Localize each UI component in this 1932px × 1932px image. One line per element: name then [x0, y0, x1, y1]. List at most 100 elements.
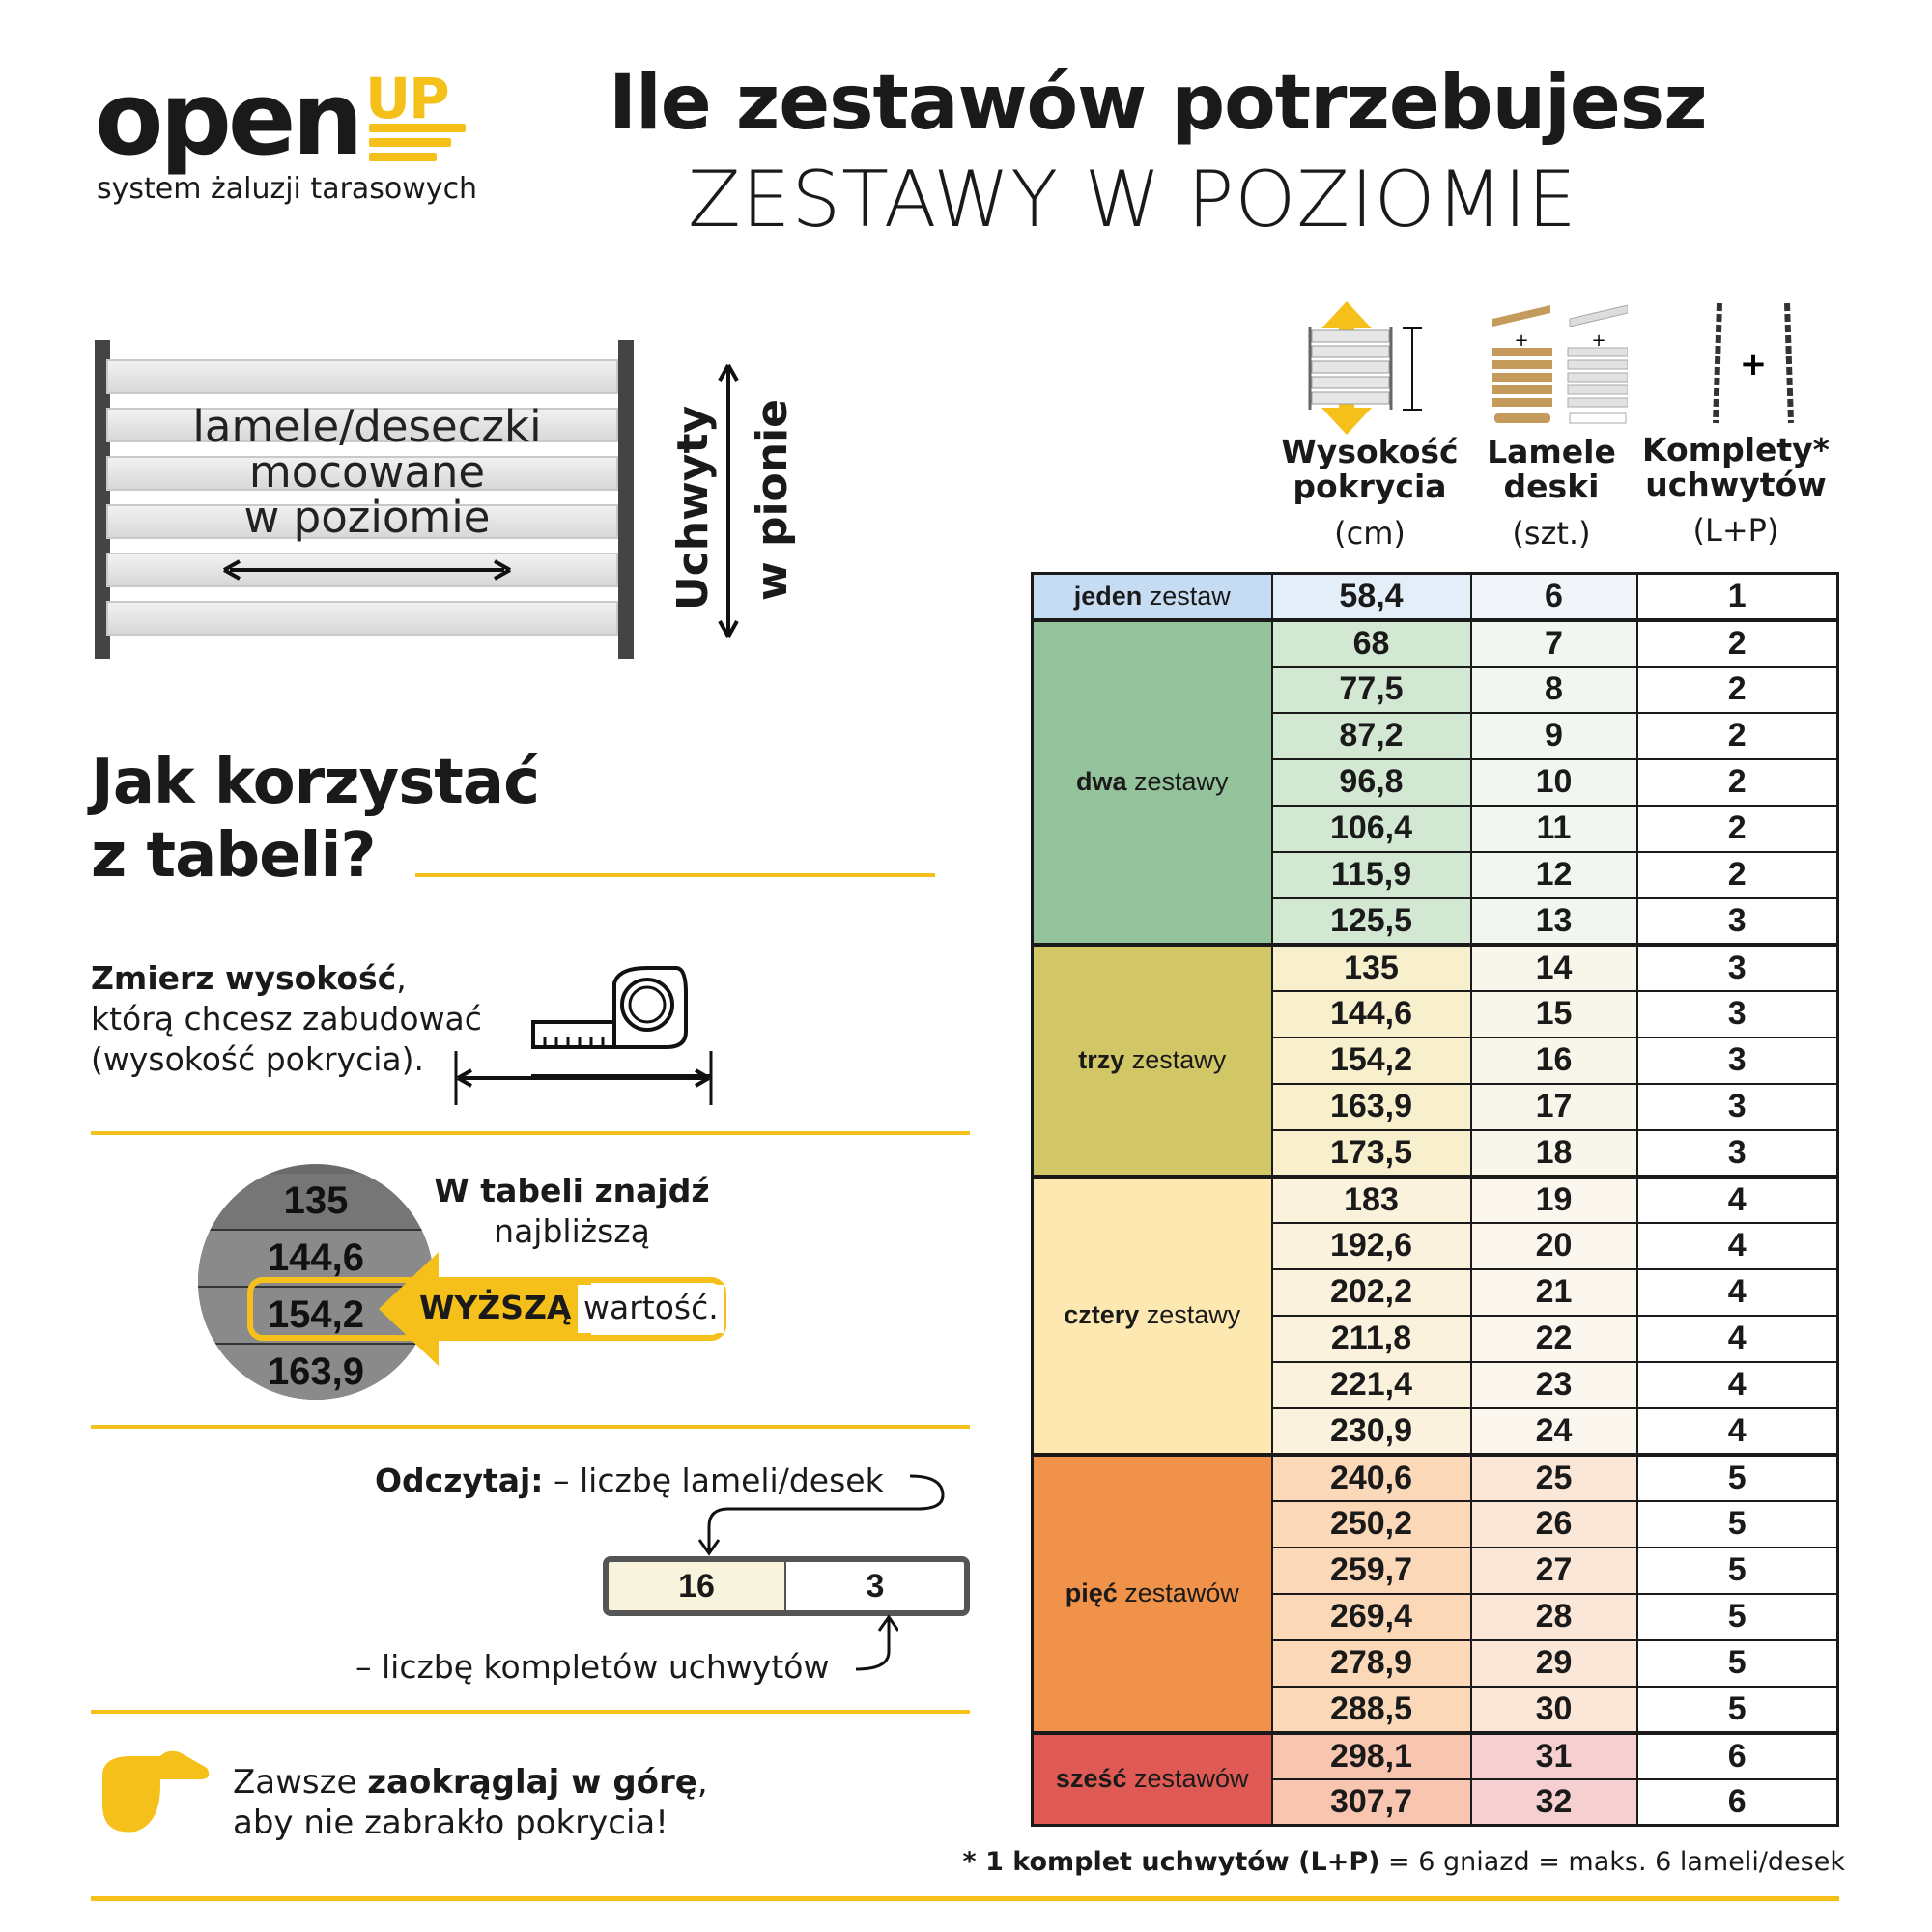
logo-tagline: system żaluzji tarasowych	[97, 172, 478, 206]
page-title: Ile zestawów potrzebujesz	[609, 60, 1708, 147]
slats-cell: 24	[1469, 1406, 1638, 1456]
slats-cell: 11	[1469, 804, 1638, 853]
holders-cell: 2	[1635, 711, 1839, 760]
height-cell: 211,8	[1270, 1314, 1472, 1363]
yellow-arrow-icon	[379, 1252, 591, 1366]
group-label: cztery zestawy	[1031, 1175, 1273, 1456]
horizontal-arrow-icon	[223, 559, 511, 581]
slats-cell: 7	[1469, 618, 1638, 668]
table-row: dwa zestawy 68 7 2	[1031, 618, 1839, 946]
slats-cell: 31	[1469, 1731, 1638, 1780]
step-read: Odczytaj: – liczbę lameli/desek	[375, 1461, 884, 1501]
holders-cell: 4	[1635, 1360, 1839, 1409]
group-label: dwa zestawy	[1031, 618, 1273, 946]
table-row: 115,9 12 2	[1033, 850, 1839, 899]
height-cell: 173,5	[1270, 1128, 1472, 1178]
height-cell: 125,5	[1270, 896, 1472, 946]
group-label: pięć zestawów	[1031, 1453, 1273, 1734]
holders-cell: 2	[1635, 757, 1839, 807]
step2-tail: wartość.	[578, 1285, 724, 1333]
holders-cell: 5	[1635, 1685, 1839, 1734]
slats-cell: 15	[1469, 989, 1638, 1038]
height-cell: 183	[1270, 1175, 1472, 1224]
holders-cell: 6	[1635, 1777, 1839, 1827]
height-cell: 192,6	[1270, 1221, 1472, 1270]
step1-bold: Zmierz wysokość	[91, 959, 397, 997]
logo-open-text: open	[95, 60, 363, 178]
howto-title-line: Jak korzystać	[91, 747, 540, 818]
step-find: W tabeli znajdź najbliższą	[427, 1171, 717, 1252]
height-cell: 307,7	[1270, 1777, 1472, 1827]
table-row: cztery zestawy 183 19 4	[1031, 1175, 1839, 1456]
height-cell: 68	[1270, 618, 1472, 668]
table-row: 230,9 24 4	[1033, 1406, 1839, 1456]
svg-text:+: +	[1514, 330, 1528, 351]
sets-table: jeden zestaw 58,4 6 1 dwa zestawy 68 7 2 77,5 8 2 8…	[1031, 572, 1839, 1827]
table-row: trzy zestawy 135 14 3	[1031, 943, 1839, 1178]
page-subtitle: ZESTAWY W POZIOMIE	[688, 155, 1577, 244]
table-row: 192,6 20 4	[1033, 1221, 1839, 1270]
group-label-bold: sześć	[1055, 1764, 1127, 1794]
col-title: Komplety*	[1642, 431, 1830, 469]
col-header-height: Wysokość pokrycia	[1273, 435, 1466, 504]
slats-cell: 28	[1469, 1592, 1638, 1641]
example-value: 135	[198, 1174, 434, 1231]
vertical-label-1: Uchwyty	[668, 405, 718, 611]
slats-cell: 29	[1469, 1638, 1638, 1688]
col-header-holders: Komplety* uchwytów	[1639, 433, 1833, 502]
tip: Zawsze zaokrąglaj w górę, aby nie zabrak…	[233, 1762, 708, 1843]
group-label-rest: zestawy	[1139, 1300, 1241, 1329]
group-label-rest: zestaw	[1142, 581, 1231, 611]
slats-cell: 17	[1469, 1082, 1638, 1131]
col-unit: (szt.)	[1512, 515, 1591, 552]
example-result-box: 16 3	[603, 1556, 970, 1616]
height-arrows-icon	[1308, 301, 1422, 435]
slats-cell: 9	[1469, 711, 1638, 760]
slats-cell: 23	[1469, 1360, 1638, 1409]
table-row: 163,9 17 3	[1033, 1082, 1839, 1131]
holders-cell: 3	[1635, 1036, 1839, 1085]
group-label: sześć zestawów	[1031, 1731, 1273, 1827]
vertical-arrow-icon	[718, 364, 739, 638]
height-cell: 144,6	[1270, 989, 1472, 1038]
tip-text: Zawsze	[233, 1763, 368, 1802]
divider	[91, 1710, 970, 1714]
step-measure: Zmierz wysokość, którą chcesz zabudować …	[91, 958, 482, 1080]
tip-text: ,	[696, 1763, 708, 1802]
example-slats-count: 16	[609, 1562, 786, 1610]
col-title: Wysokość	[1281, 433, 1459, 470]
svg-text:+: +	[1740, 345, 1768, 384]
slats-cell: 30	[1469, 1685, 1638, 1734]
table-row: 106,4 11 2	[1033, 804, 1839, 853]
holders-cell: 2	[1635, 804, 1839, 853]
table-row: 154,2 16 3	[1033, 1036, 1839, 1085]
table-row: 173,5 18 3	[1033, 1128, 1839, 1178]
holders-cell: 3	[1635, 989, 1839, 1038]
holder-sets-icon: +	[1713, 302, 1794, 424]
holders-cell: 3	[1635, 1128, 1839, 1178]
slats-cell: 20	[1469, 1221, 1638, 1270]
slats-cell: 16	[1469, 1036, 1638, 1085]
divider	[91, 1425, 970, 1429]
svg-text:+: +	[1591, 330, 1605, 351]
table-row: 211,8 22 4	[1033, 1314, 1839, 1363]
group-label-bold: trzy	[1078, 1045, 1125, 1074]
divider	[415, 873, 935, 877]
tip-bold: zaokrąglaj w górę	[367, 1763, 697, 1802]
table-row: 269,4 28 5	[1033, 1592, 1839, 1641]
holders-cell: 4	[1635, 1314, 1839, 1363]
holders-cell: 4	[1635, 1221, 1839, 1270]
table-row: pięć zestawów 240,6 25 5	[1031, 1453, 1839, 1734]
height-cell: 106,4	[1270, 804, 1472, 853]
footnote-text: = 6 gniazd = maks. 6 lameli/desek	[1379, 1847, 1845, 1877]
slats-boards-icon: + +	[1492, 304, 1628, 424]
col-title: uchwytów	[1645, 466, 1827, 503]
slats-cell: 26	[1469, 1499, 1638, 1548]
table-row: sześć zestawów 298,1 31 6	[1031, 1731, 1839, 1827]
group-label-rest: zestawy	[1124, 1045, 1227, 1074]
height-cell: 135	[1270, 943, 1472, 992]
slats-cell: 13	[1469, 896, 1638, 946]
bottom-divider	[91, 1896, 1839, 1901]
height-cell: 288,5	[1270, 1685, 1472, 1734]
height-cell: 278,9	[1270, 1638, 1472, 1688]
